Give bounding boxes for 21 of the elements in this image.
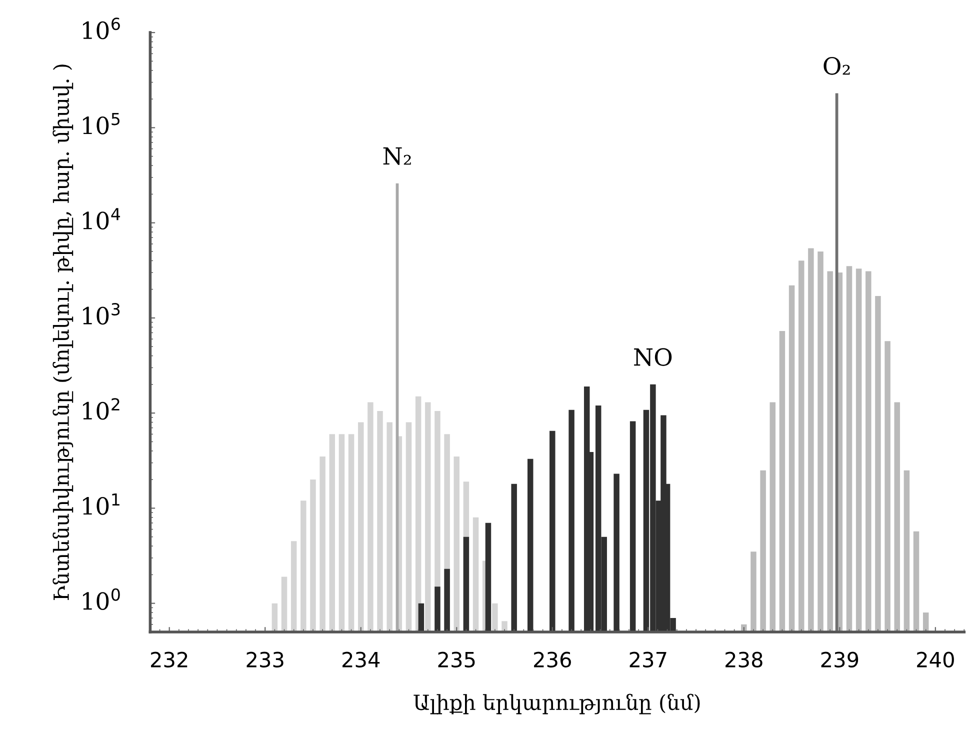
y-tick-label: 10$^{6}$ [83,18,120,40]
y-tick-label: 10$^{0}$ [83,588,120,610]
x-tick-label: 235 [438,652,475,668]
x-tick-label: 239 [821,652,858,668]
x-tick-label: 240 [917,652,954,668]
y-tick-label: 10$^{5}$ [83,112,120,134]
x-tick-label: 232 [150,652,188,668]
x-tick-label: 237 [630,652,666,668]
y-tick-label: 10$^{3}$ [83,302,120,325]
series-label: NO [634,348,672,366]
x-tick-label: 234 [342,652,380,668]
x-axis-title: Ալիքի երկարությունը (նմ) [414,694,700,714]
y-tick-label: 10$^{1}$ [83,493,120,515]
y-tick-label: 10$^{4}$ [83,208,120,230]
y-axis-title: Ինտենսիվությունը (մոլեկուլ. թիվը, հար. միավ. ) [52,64,74,600]
x-tick-label: 238 [726,652,762,668]
x-tick-label: 233 [246,652,284,668]
y-tick-label: 10$^{2}$ [83,398,120,420]
x-tick-label: 236 [534,652,571,668]
series-label: N₂ [383,147,411,165]
series-label: O₂ [824,56,850,75]
